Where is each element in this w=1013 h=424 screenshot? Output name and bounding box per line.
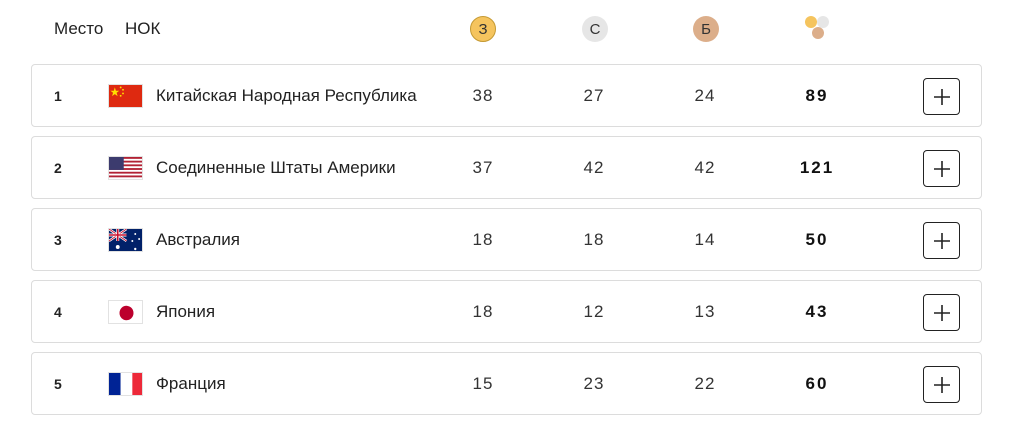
silver-count: 27 bbox=[583, 85, 605, 105]
bronze-count: 22 bbox=[694, 373, 716, 393]
gold-count: 38 bbox=[472, 85, 494, 105]
plus-icon bbox=[933, 88, 950, 105]
silver-medal-icon[interactable]: С bbox=[582, 16, 608, 42]
table-row[interactable]: 5 Франция 15 23 22 60 bbox=[31, 352, 982, 415]
country-name[interactable]: Япония bbox=[156, 301, 216, 321]
plus-icon bbox=[933, 376, 950, 393]
total-count: 43 bbox=[805, 301, 829, 321]
expand-button[interactable] bbox=[923, 150, 960, 187]
rank: 4 bbox=[54, 303, 62, 320]
total-count: 50 bbox=[805, 229, 829, 249]
expand-button[interactable] bbox=[923, 78, 960, 115]
bronze-medal-icon[interactable]: Б bbox=[693, 16, 719, 42]
rank: 3 bbox=[54, 231, 62, 248]
table-row[interactable]: 2 Соединенные Штаты Америки 37 42 42 121 bbox=[31, 136, 982, 199]
gold-count: 15 bbox=[472, 373, 494, 393]
gold-count: 37 bbox=[472, 157, 494, 177]
gold-count: 18 bbox=[472, 301, 494, 321]
bronze-count: 24 bbox=[694, 85, 716, 105]
total-medals-icon[interactable] bbox=[805, 15, 835, 45]
plus-icon bbox=[933, 232, 950, 249]
table-row[interactable]: 3 Австралия 18 18 14 50 bbox=[31, 208, 982, 271]
rank: 2 bbox=[54, 159, 62, 176]
silver-count: 42 bbox=[583, 157, 605, 177]
plus-icon bbox=[933, 304, 950, 321]
silver-count: 12 bbox=[583, 301, 605, 321]
japan-flag-icon bbox=[108, 300, 143, 324]
table-header: Место НОК З С Б bbox=[0, 0, 1013, 58]
table-row[interactable]: 4 Япония 18 12 13 43 bbox=[31, 280, 982, 343]
plus-icon bbox=[933, 160, 950, 177]
france-flag-icon bbox=[108, 372, 143, 396]
expand-button[interactable] bbox=[923, 222, 960, 259]
expand-button[interactable] bbox=[923, 294, 960, 331]
country-name[interactable]: Франция bbox=[156, 373, 226, 393]
gold-medal-icon[interactable]: З bbox=[470, 16, 496, 42]
rank: 5 bbox=[54, 375, 62, 392]
country-name[interactable]: Австралия bbox=[156, 229, 240, 249]
total-count: 60 bbox=[805, 373, 829, 393]
china-flag-icon bbox=[108, 84, 143, 108]
australia-flag-icon bbox=[108, 228, 143, 252]
bronze-count: 13 bbox=[694, 301, 716, 321]
expand-button[interactable] bbox=[923, 366, 960, 403]
place-column-header[interactable]: Место bbox=[54, 19, 104, 38]
medal-table: 1 Китайская Народная Республика 38 27 24… bbox=[31, 64, 982, 424]
noc-column-header[interactable]: НОК bbox=[125, 19, 161, 38]
gold-count: 18 bbox=[472, 229, 494, 249]
rank: 1 bbox=[54, 87, 62, 104]
silver-count: 23 bbox=[583, 373, 605, 393]
country-name[interactable]: Китайская Народная Республика bbox=[156, 85, 417, 105]
bronze-count: 14 bbox=[694, 229, 716, 249]
usa-flag-icon bbox=[108, 156, 143, 180]
table-row[interactable]: 1 Китайская Народная Республика 38 27 24… bbox=[31, 64, 982, 127]
total-count: 121 bbox=[799, 157, 835, 177]
bronze-count: 42 bbox=[694, 157, 716, 177]
silver-count: 18 bbox=[583, 229, 605, 249]
total-count: 89 bbox=[805, 85, 829, 105]
country-name[interactable]: Соединенные Штаты Америки bbox=[156, 157, 396, 177]
